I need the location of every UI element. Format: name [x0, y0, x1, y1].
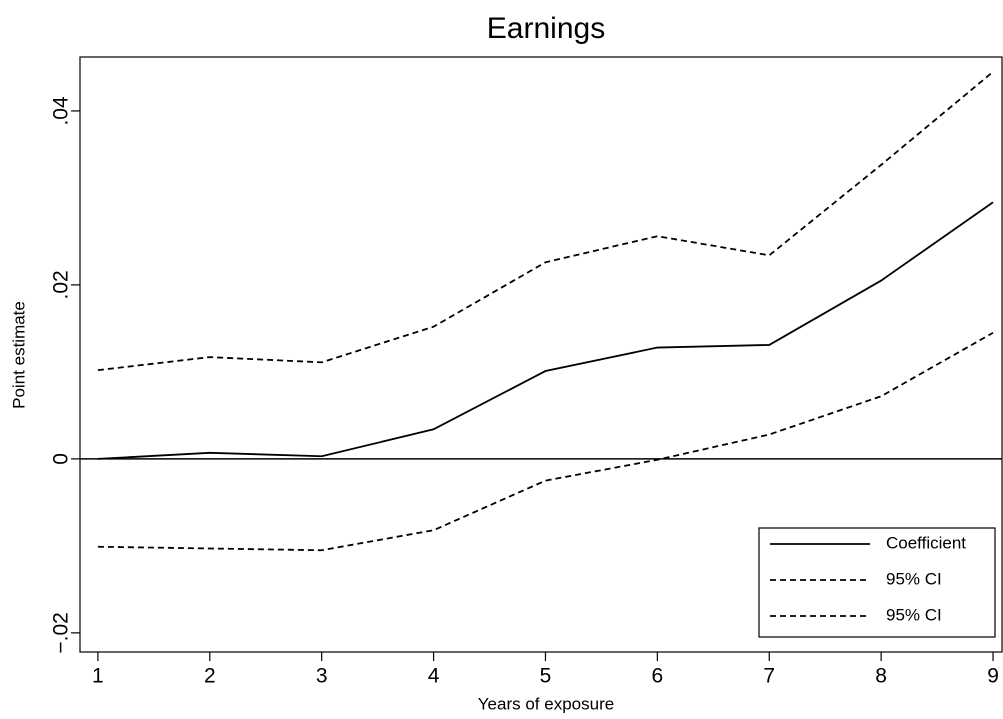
y-tick-label: 0: [50, 453, 73, 465]
x-axis-title: Years of exposure: [478, 694, 614, 713]
series-line: [97, 201, 994, 460]
series-line: [97, 331, 994, 552]
x-tick-label: 5: [540, 665, 552, 688]
chart-title: Earnings: [487, 12, 605, 45]
x-tick-label: 6: [652, 665, 664, 688]
series-line: [97, 71, 994, 372]
x-tick-label: 9: [987, 665, 999, 688]
x-tick-label: 3: [316, 665, 328, 688]
x-tick-label: 4: [428, 665, 440, 688]
x-tick-label: 7: [763, 665, 775, 688]
x-tick-label: 2: [204, 665, 216, 688]
x-tick-label: 8: [875, 665, 887, 688]
legend-label: 95% CI: [886, 605, 942, 624]
legend-box: [758, 527, 996, 638]
y-tick-label: .04: [50, 96, 73, 126]
y-axis-title: Point estimate: [9, 301, 28, 409]
y-tick-label: −.02: [50, 612, 73, 653]
legend-label: Coefficient: [886, 533, 966, 552]
y-tick-label: .02: [50, 270, 73, 299]
legend-label: 95% CI: [886, 569, 942, 588]
plot-frame: [79, 56, 1003, 653]
x-tick-label: 1: [92, 665, 104, 688]
